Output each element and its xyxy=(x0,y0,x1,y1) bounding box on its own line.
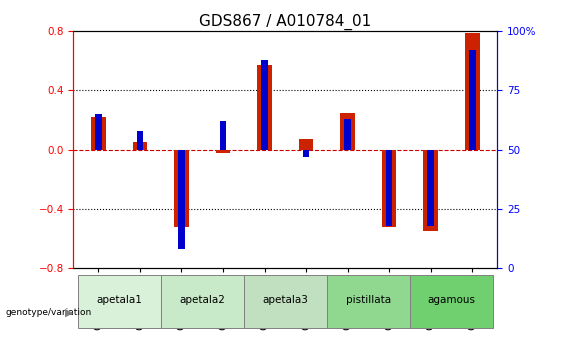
Text: ▶: ▶ xyxy=(65,307,73,317)
Bar xyxy=(220,121,226,150)
Bar xyxy=(386,150,393,226)
Text: apetala2: apetala2 xyxy=(179,295,225,305)
Bar xyxy=(95,114,102,150)
Text: agamous: agamous xyxy=(428,295,476,305)
Bar xyxy=(137,131,143,150)
Text: apetala3: apetala3 xyxy=(262,295,308,305)
FancyBboxPatch shape xyxy=(327,275,410,328)
Bar xyxy=(91,117,106,150)
Bar xyxy=(303,150,310,157)
Bar xyxy=(178,150,185,249)
Bar xyxy=(133,142,147,150)
FancyBboxPatch shape xyxy=(77,275,160,328)
Bar xyxy=(345,119,351,150)
FancyBboxPatch shape xyxy=(160,275,244,328)
Bar xyxy=(299,139,314,150)
Bar xyxy=(465,32,480,150)
Bar xyxy=(216,150,231,152)
Bar xyxy=(423,150,438,231)
Bar xyxy=(174,150,189,227)
Text: apetala1: apetala1 xyxy=(96,295,142,305)
Text: pistillata: pistillata xyxy=(346,295,391,305)
Text: genotype/variation: genotype/variation xyxy=(6,308,92,317)
Bar xyxy=(340,112,355,150)
Bar xyxy=(428,150,434,226)
Bar xyxy=(257,65,272,150)
FancyBboxPatch shape xyxy=(244,275,327,328)
FancyBboxPatch shape xyxy=(410,275,493,328)
Title: GDS867 / A010784_01: GDS867 / A010784_01 xyxy=(199,13,371,30)
Bar xyxy=(261,59,268,150)
Bar xyxy=(382,150,397,227)
Bar xyxy=(469,50,476,150)
